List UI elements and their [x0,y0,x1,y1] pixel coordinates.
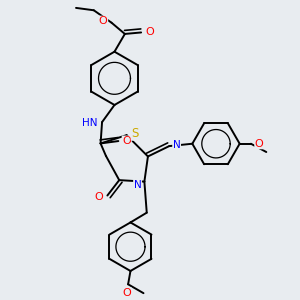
Text: S: S [131,127,139,140]
Text: O: O [145,28,154,38]
Text: O: O [95,192,103,202]
Text: N: N [134,180,141,190]
Text: O: O [255,139,264,149]
Text: O: O [122,288,131,298]
Text: O: O [99,16,108,26]
Text: O: O [122,136,131,146]
Text: N: N [173,140,181,150]
Text: HN: HN [82,118,98,128]
